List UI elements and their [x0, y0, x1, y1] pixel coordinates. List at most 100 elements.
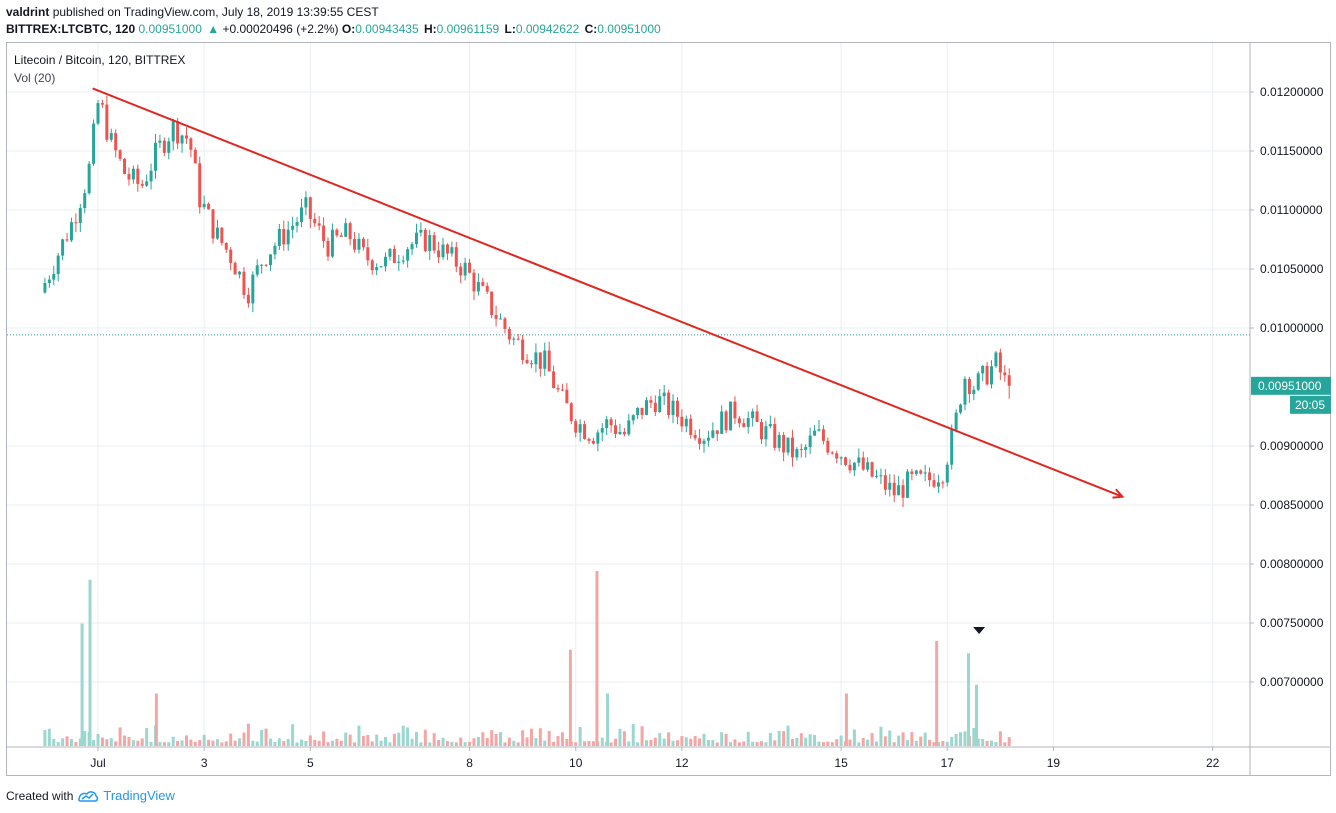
- candle-body: [87, 163, 91, 194]
- volume-bar: [397, 732, 401, 746]
- candle-body: [534, 352, 538, 365]
- candle-body: [149, 170, 153, 182]
- candle-body: [202, 203, 206, 208]
- volume-bar: [538, 728, 542, 746]
- current-price-badge: [1251, 376, 1331, 395]
- volume-bar: [870, 733, 874, 746]
- x-tick-label: 3: [201, 756, 208, 770]
- volume-bar: [733, 739, 737, 746]
- candle-body: [857, 457, 861, 463]
- low-value: 0.00942622: [515, 22, 580, 36]
- series-legend[interactable]: Litecoin / Bitcoin, 120, BITTREX: [14, 53, 186, 67]
- candle-body: [706, 437, 710, 441]
- volume-bar: [950, 736, 954, 746]
- volume-bar: [755, 742, 759, 746]
- volume-bar: [640, 726, 644, 746]
- candle-body: [207, 203, 211, 210]
- volume-bar: [981, 738, 985, 746]
- volume-bar: [149, 741, 153, 746]
- candle-body: [410, 244, 414, 250]
- volume-bar: [883, 736, 887, 746]
- candle-body: [591, 440, 595, 444]
- volume-bar: [118, 727, 122, 746]
- trendline-arrow-icon: [1112, 488, 1125, 499]
- candle-body: [1007, 375, 1011, 386]
- volume-bar: [176, 740, 180, 746]
- volume-bar: [547, 730, 551, 746]
- volume-bar: [140, 738, 144, 746]
- x-tick-label: 19: [1047, 756, 1061, 770]
- volume-bar: [760, 741, 763, 746]
- candle-body: [357, 238, 361, 250]
- volume-bar: [667, 732, 671, 746]
- candle-body: [180, 135, 184, 144]
- y-tick-label: 0.00750000: [1260, 616, 1324, 630]
- volume-bar: [932, 742, 936, 746]
- volume-bar: [414, 731, 418, 746]
- y-tick-label: 0.01100000: [1260, 203, 1323, 217]
- candle-body: [145, 181, 149, 186]
- volume-bar: [299, 739, 303, 746]
- volume-bar: [702, 733, 706, 746]
- volume-bar: [335, 738, 339, 746]
- y-tick-label: 0.01050000: [1260, 262, 1324, 276]
- candle-body: [516, 338, 520, 340]
- candle-body: [454, 247, 458, 267]
- volume-bar: [715, 742, 719, 746]
- volume-bar: [432, 733, 436, 746]
- volume-bar: [1003, 742, 1007, 746]
- candle-body: [932, 480, 936, 487]
- candle-body: [875, 475, 879, 477]
- volume-legend[interactable]: Vol (20): [14, 71, 56, 85]
- candle-body: [636, 407, 640, 416]
- candle-body: [61, 239, 65, 256]
- volume-bar: [189, 739, 193, 746]
- candle-body: [251, 274, 255, 304]
- candle-body: [277, 228, 281, 246]
- volume-bar: [74, 742, 78, 746]
- current-price-label: 0.00951000: [1258, 379, 1322, 393]
- volume-bar: [211, 740, 215, 746]
- candle-body: [397, 261, 401, 263]
- candle-body: [74, 222, 78, 224]
- volume-bar: [109, 738, 113, 746]
- candle-body: [136, 168, 140, 184]
- candle-body: [255, 265, 259, 275]
- volume-bar: [813, 734, 817, 746]
- volume-bar: [123, 735, 127, 746]
- candle-body: [375, 267, 379, 271]
- author-name[interactable]: valdrint: [6, 5, 50, 19]
- volume-bar: [503, 742, 507, 746]
- volume-bar: [423, 729, 427, 746]
- tradingview-brand[interactable]: TradingView: [103, 788, 175, 803]
- volume-bar: [821, 742, 825, 746]
- volume-bar: [595, 571, 599, 746]
- candle-body: [100, 103, 104, 105]
- volume-bar: [264, 728, 268, 746]
- volume-bar: [866, 739, 870, 746]
- candle-body: [866, 462, 870, 470]
- volume-bar: [215, 739, 219, 746]
- volume-bar: [56, 742, 60, 746]
- volume-bar: [830, 742, 834, 746]
- volume-bar: [277, 738, 281, 746]
- volume-bar: [959, 732, 963, 746]
- candle-body: [304, 197, 308, 208]
- candle-body: [401, 260, 405, 262]
- volume-bar: [202, 734, 206, 746]
- volume-bar: [773, 740, 777, 746]
- candle-body: [821, 429, 825, 441]
- volume-bar: [631, 724, 635, 746]
- candle-body: [649, 400, 653, 403]
- volume-bar: [468, 741, 472, 746]
- candle-body: [260, 264, 264, 266]
- volume-bar: [370, 741, 374, 746]
- volume-bar: [954, 734, 958, 746]
- candle-body: [826, 440, 830, 453]
- volume-bar: [481, 732, 485, 746]
- volume-bar: [998, 731, 1002, 746]
- candle-body: [229, 249, 233, 263]
- candle-body: [47, 279, 51, 284]
- volume-bar: [649, 739, 653, 746]
